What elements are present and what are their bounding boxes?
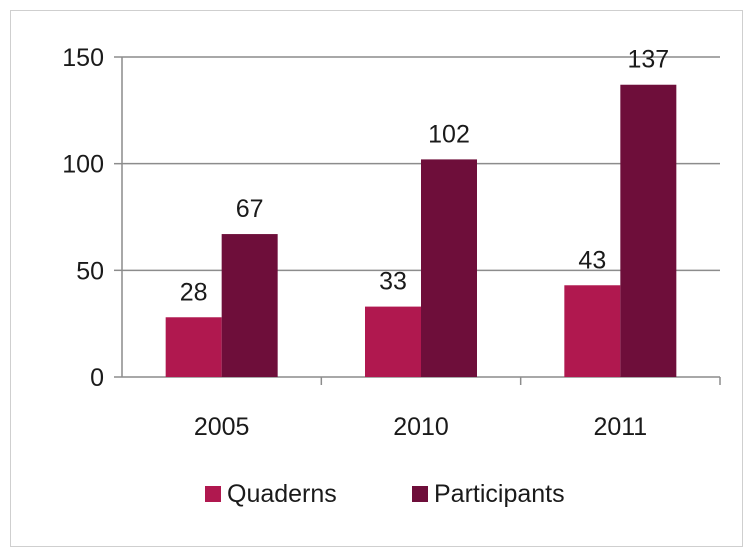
y-tick-label: 100 [62, 151, 104, 179]
y-tick-label: 0 [90, 364, 104, 392]
bar-quaderns-2011 [564, 285, 621, 377]
data-label: 102 [428, 120, 470, 148]
bar-quaderns-2005 [165, 317, 222, 377]
data-label: 33 [379, 268, 407, 296]
bar-quaderns-2010 [365, 306, 421, 377]
legend-label-quaderns: Quaderns [227, 480, 337, 508]
x-tick-label: 2010 [393, 413, 449, 441]
legend-label-participants: Participants [434, 480, 565, 508]
data-label: 43 [578, 246, 606, 274]
legend-swatch-participants [412, 486, 428, 502]
x-tick-label: 2011 [593, 413, 647, 441]
y-tick-label: 150 [62, 44, 104, 72]
x-tick-label: 2005 [194, 413, 250, 441]
y-tick-label: 50 [76, 257, 104, 285]
bar-participants-2005 [221, 234, 278, 377]
data-label: 28 [180, 278, 208, 306]
bar-participants-2010 [421, 159, 477, 377]
bar-participants-2011 [620, 84, 677, 377]
data-label: 67 [236, 195, 264, 223]
legend-swatch-quaderns [205, 486, 221, 502]
data-label: 137 [627, 46, 669, 74]
